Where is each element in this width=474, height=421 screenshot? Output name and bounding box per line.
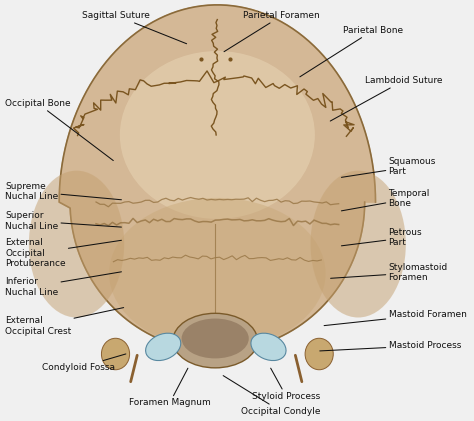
Ellipse shape (182, 319, 249, 358)
Text: Inferior
Nuchal Line: Inferior Nuchal Line (5, 272, 121, 296)
Text: Lambdoid Suture: Lambdoid Suture (330, 76, 442, 121)
Text: Mastoid Process: Mastoid Process (320, 341, 461, 351)
Text: Occipital Condyle: Occipital Condyle (223, 376, 321, 416)
Text: Parietal Foramen: Parietal Foramen (224, 11, 320, 52)
Text: External
Occipital
Protuberance: External Occipital Protuberance (5, 238, 121, 268)
Text: Condyloid Fossa: Condyloid Fossa (42, 354, 126, 372)
Text: Superior
Nuchal Line: Superior Nuchal Line (5, 211, 121, 231)
Ellipse shape (29, 171, 124, 317)
Ellipse shape (146, 333, 181, 360)
Text: Sagittal Suture: Sagittal Suture (82, 11, 187, 44)
Text: Stylomastoid
Foramen: Stylomastoid Foramen (331, 263, 448, 282)
Ellipse shape (109, 198, 326, 349)
Text: Occipital Bone: Occipital Bone (5, 99, 113, 160)
Ellipse shape (310, 171, 406, 317)
Text: Foramen Magnum: Foramen Magnum (129, 368, 210, 408)
Ellipse shape (173, 313, 257, 368)
Text: Squamous
Part: Squamous Part (341, 157, 436, 177)
Text: Parietal Bone: Parietal Bone (300, 26, 403, 77)
Ellipse shape (120, 51, 315, 219)
Polygon shape (59, 5, 375, 351)
Text: Styloid Process: Styloid Process (252, 368, 320, 401)
Text: Supreme
Nuchal Line: Supreme Nuchal Line (5, 182, 121, 201)
Text: Petrous
Part: Petrous Part (341, 228, 422, 248)
Ellipse shape (305, 338, 333, 370)
Text: External
Occipital Crest: External Occipital Crest (5, 308, 124, 336)
Text: Mastoid Foramen: Mastoid Foramen (324, 310, 466, 325)
Ellipse shape (101, 338, 129, 370)
Text: Temporal
Bone: Temporal Bone (341, 189, 430, 211)
Ellipse shape (251, 333, 286, 360)
